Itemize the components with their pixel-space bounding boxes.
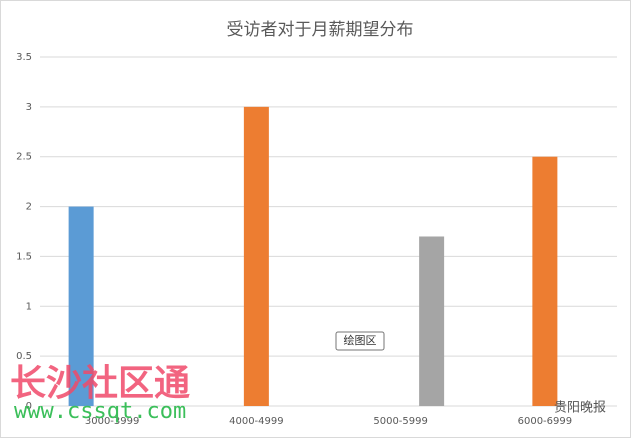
x-tick-label: 4000-4999 xyxy=(229,416,284,427)
y-tick-label: 1 xyxy=(26,301,32,312)
y-tick-label: 3 xyxy=(26,102,32,113)
watermark: 长沙社区通 xyxy=(10,363,190,404)
x-tick-label: 5000-5999 xyxy=(373,416,428,427)
y-tick-label: 0.5 xyxy=(16,351,32,362)
bar xyxy=(532,156,558,406)
y-tick-label: 2.5 xyxy=(16,152,32,163)
bar xyxy=(419,236,445,406)
tooltip-box xyxy=(335,331,385,351)
bar xyxy=(68,206,94,406)
watermark: www.cssqt.com xyxy=(14,399,186,424)
tooltip: 绘图区 xyxy=(344,333,377,347)
y-tick-label: 1.5 xyxy=(16,251,32,262)
x-tick-label: 6000-6999 xyxy=(518,416,573,427)
y-tick-label: 3.5 xyxy=(16,52,32,63)
y-tick-label: 0 xyxy=(26,401,32,412)
chart-title: 受访者对于月薪期望分布 xyxy=(227,20,414,40)
x-tick-label: 3000-3999 xyxy=(85,416,140,427)
bar xyxy=(243,106,269,406)
watermark: 贵阳晚报 xyxy=(554,401,606,416)
y-tick-label: 2 xyxy=(26,202,32,213)
